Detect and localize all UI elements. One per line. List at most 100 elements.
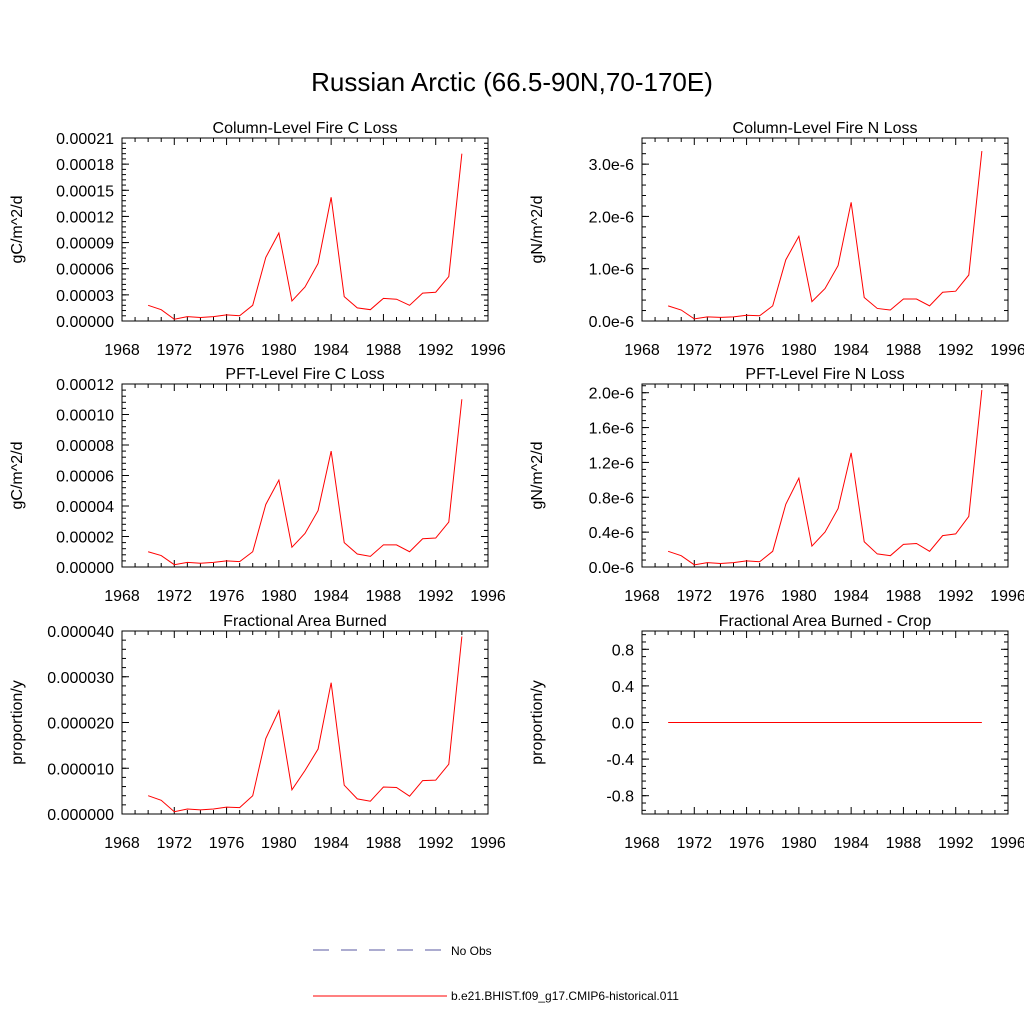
x-tick-label: 1980 <box>781 342 817 359</box>
y-tick-label: 2.0e-6 <box>589 209 634 226</box>
x-tick-label: 1976 <box>209 588 245 605</box>
y-axis-label: gN/m^2/d <box>529 196 546 264</box>
chart-title: Column-Level Fire N Loss <box>733 120 918 137</box>
y-axis-label: gN/m^2/d <box>529 442 546 510</box>
y-tick-label: 0.00006 <box>56 469 114 486</box>
x-tick-label: 1980 <box>261 342 297 359</box>
chart-panel-2: Column-Level Fire N Loss gN/m^2/d 1968 1972… <box>529 120 1024 359</box>
chart-title: Fractional Area Burned <box>223 613 387 630</box>
y-tick-label: 3.0e-6 <box>589 157 634 174</box>
chart-title: PFT-Level Fire N Loss <box>745 366 904 383</box>
x-tick-label: 1976 <box>729 588 765 605</box>
x-tick-label: 1992 <box>418 835 454 852</box>
y-axis-label: proportion/y <box>9 680 26 765</box>
series-line-model <box>667 151 983 320</box>
y-tick-label: 0.000030 <box>47 670 114 687</box>
y-tick-label: -0.8 <box>606 789 634 806</box>
x-tick-label: 1992 <box>938 835 974 852</box>
x-tick-label: 1996 <box>470 342 506 359</box>
legend-model-label: b.e21.BHIST.f09_g17.CMIP6-historical.011 <box>451 989 679 1003</box>
x-tick-label: 1988 <box>886 835 922 852</box>
y-tick-label: 0.00015 <box>56 183 114 200</box>
y-tick-label: 0.00000 <box>56 314 114 331</box>
chart-title: Fractional Area Burned - Crop <box>719 613 932 630</box>
y-tick-label: 0.000040 <box>47 624 114 641</box>
y-tick-label: 0.00006 <box>56 262 114 279</box>
x-tick-label: 1976 <box>729 342 765 359</box>
y-tick-label: 0.00012 <box>56 377 114 394</box>
x-tick-label: 1968 <box>624 835 660 852</box>
x-tick-label: 1992 <box>418 342 454 359</box>
plot-frame <box>121 137 489 322</box>
y-tick-label: 0.8 <box>612 642 634 659</box>
y-tick-label: 0.4 <box>612 679 634 696</box>
y-tick-label: 0.00008 <box>56 438 114 455</box>
x-tick-label: 1972 <box>676 342 712 359</box>
panels: Column-Level Fire C Loss gC/m^2/d 1968 1972… <box>9 120 1024 852</box>
x-tick-label: 1980 <box>261 588 297 605</box>
y-axis-label: gC/m^2/d <box>9 442 26 510</box>
x-tick-label: 1988 <box>366 588 402 605</box>
x-tick-label: 1976 <box>209 835 245 852</box>
x-tick-label: 1972 <box>156 588 192 605</box>
plot-frame <box>121 383 489 568</box>
chart-panel-1: Column-Level Fire C Loss gC/m^2/d 1968 1972… <box>9 120 506 359</box>
y-tick-label: 0.0e-6 <box>589 560 634 577</box>
y-tick-label: 0.00003 <box>56 288 114 305</box>
x-tick-label: 1968 <box>104 342 140 359</box>
plot-frame <box>641 383 1009 568</box>
x-tick-label: 1984 <box>313 342 349 359</box>
x-tick-label: 1992 <box>938 588 974 605</box>
x-tick-label: 1968 <box>624 588 660 605</box>
x-tick-label: 1968 <box>104 835 140 852</box>
series-line-model <box>667 390 983 566</box>
x-tick-label: 1992 <box>418 588 454 605</box>
x-tick-label: 1996 <box>990 835 1024 852</box>
x-tick-label: 1988 <box>366 342 402 359</box>
x-tick-label: 1972 <box>676 588 712 605</box>
y-tick-label: 0.00000 <box>56 560 114 577</box>
x-tick-label: 1980 <box>781 835 817 852</box>
y-tick-label: 1.6e-6 <box>589 421 634 438</box>
legend-obs-label: No Obs <box>451 944 492 958</box>
chart-panel-5: Fractional Area Burned proportion/y 1968 19… <box>9 613 506 852</box>
page-title: Russian Arctic (66.5-90N,70-170E) <box>311 67 713 97</box>
x-tick-label: 1984 <box>833 588 869 605</box>
y-axis-label: gC/m^2/d <box>9 196 26 264</box>
x-tick-label: 1988 <box>886 342 922 359</box>
x-tick-label: 1980 <box>261 835 297 852</box>
y-tick-label: 0.00010 <box>56 408 114 425</box>
x-tick-label: 1996 <box>470 588 506 605</box>
chart-panel-4: PFT-Level Fire N Loss gN/m^2/d 1968 1972 197… <box>529 366 1024 605</box>
chart-title: PFT-Level Fire C Loss <box>225 366 384 383</box>
y-tick-label: 0.00021 <box>56 131 114 148</box>
x-tick-label: 1968 <box>624 342 660 359</box>
y-tick-label: 0.00012 <box>56 209 114 226</box>
y-tick-label: 0.00002 <box>56 530 114 547</box>
x-tick-label: 1976 <box>729 835 765 852</box>
x-tick-label: 1996 <box>990 342 1024 359</box>
x-tick-label: 1980 <box>781 588 817 605</box>
y-tick-label: 0.8e-6 <box>589 490 634 507</box>
y-tick-label: -0.4 <box>606 752 634 769</box>
y-tick-label: 0.000000 <box>47 807 114 824</box>
chart-panel-3: PFT-Level Fire C Loss gC/m^2/d 1968 1972 197… <box>9 366 506 605</box>
plot-frame <box>641 137 1009 322</box>
chart-panel-6: Fractional Area Burned - Crop proportion/… <box>529 613 1024 852</box>
plot-frame <box>121 630 489 815</box>
x-tick-label: 1976 <box>209 342 245 359</box>
series-line-model <box>148 399 463 566</box>
y-tick-label: 0.0 <box>612 716 634 733</box>
y-axis-label: proportion/y <box>529 680 546 765</box>
x-tick-label: 1968 <box>104 588 140 605</box>
x-tick-label: 1984 <box>313 835 349 852</box>
y-tick-label: 0.00004 <box>56 499 114 516</box>
y-tick-label: 1.2e-6 <box>589 455 634 472</box>
y-tick-label: 2.0e-6 <box>589 386 634 403</box>
x-tick-label: 1984 <box>833 342 869 359</box>
x-tick-label: 1988 <box>366 835 402 852</box>
y-tick-label: 0.00009 <box>56 236 114 253</box>
x-tick-label: 1992 <box>938 342 974 359</box>
legend: No Obs b.e21.BHIST.f09_g17.CMIP6-histori… <box>313 944 679 1003</box>
